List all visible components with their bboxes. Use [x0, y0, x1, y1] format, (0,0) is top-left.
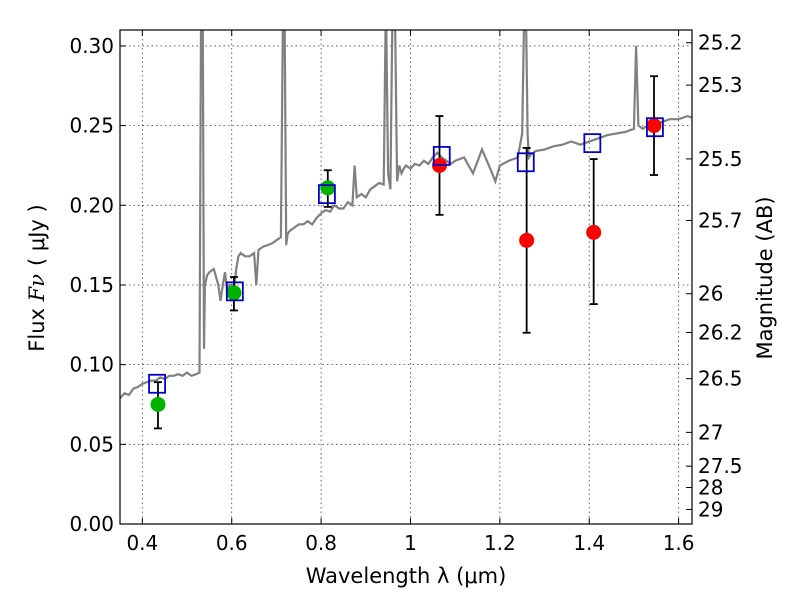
x-axis-label: Wavelength λ (μm) [306, 564, 507, 588]
right-tick-label: 26 [698, 282, 723, 306]
right-tick-label: 27 [698, 420, 723, 444]
x-tick-label: 0.8 [305, 531, 337, 555]
x-tick-label: 0.4 [126, 531, 158, 555]
model-square [646, 117, 664, 138]
model-square [225, 281, 244, 302]
y-axis-label-prefix: Flux [25, 301, 49, 351]
y-axis-label: Flux Fν ( μJy ) [25, 204, 49, 351]
red-detections-point [646, 118, 662, 134]
y-tick-label: 0.15 [69, 273, 114, 297]
right-tick-label: 28 [698, 476, 723, 500]
plot-frame [119, 29, 693, 525]
y-tick-label: 0.05 [69, 432, 114, 456]
right-tick-label: 25.3 [698, 73, 743, 97]
y-tick-label: 0.30 [69, 34, 114, 58]
model-square [318, 184, 336, 205]
y-axis-right-label: Magnitude (AB) [753, 196, 777, 359]
data-points [150, 118, 662, 412]
x-tick-label: 0.6 [216, 531, 248, 555]
x-tick-label: 1 [404, 531, 417, 555]
right-tick-label: 26.2 [698, 320, 743, 344]
x-tick-label: 1.4 [573, 531, 605, 555]
right-tick-label: 25.7 [698, 208, 743, 232]
spectrum-line [120, 30, 692, 399]
red-detections-point [519, 232, 535, 248]
y-tick-label: 0.25 [69, 114, 114, 138]
axis-ticks: 0.4 0.6 0.8 1 1.2 1.4 1.6 0.00 0.05 0.10 0.15 0.20 0… [69, 30, 743, 555]
x-tick-label: 1.2 [484, 531, 516, 555]
right-tick-label: 27.5 [698, 454, 743, 478]
green-detections-point [150, 396, 166, 412]
y-tick-label: 0.10 [69, 353, 114, 377]
y-axis-label-unit: ( μJy ) [25, 204, 49, 266]
model-photometry-squares [148, 117, 664, 394]
right-tick-label: 25.2 [698, 31, 743, 55]
green-detections-point [320, 180, 336, 196]
x-tick-label: 1.6 [663, 531, 695, 555]
model-square [148, 373, 166, 394]
right-tick-label: 29 [698, 497, 723, 521]
model-square [516, 152, 535, 173]
right-tick-label: 25.5 [698, 147, 743, 171]
y-tick-label: 0.20 [69, 193, 114, 217]
model-square [583, 133, 602, 154]
gridlines [120, 30, 692, 524]
error-bars [153, 75, 659, 430]
model-square [432, 145, 451, 166]
model-spectrum [120, 30, 692, 399]
green-detections-point [226, 285, 242, 301]
right-tick-label: 26.5 [698, 367, 743, 391]
y-axis-label-symbol: Fν [25, 274, 49, 303]
y-tick-label: 0.00 [69, 512, 114, 536]
red-detections-point [586, 224, 602, 240]
